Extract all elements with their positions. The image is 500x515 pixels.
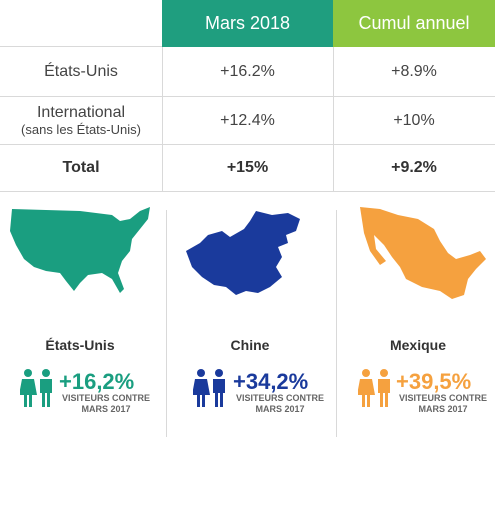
map-mexico bbox=[360, 207, 486, 299]
column-divider bbox=[162, 47, 163, 192]
change-note: VISITEURS CONTRE MARS 2017 bbox=[230, 393, 330, 415]
change-value: +39,5% bbox=[396, 369, 472, 394]
note-line: VISITEURS CONTRE bbox=[235, 393, 324, 403]
country-name: États-Unis bbox=[45, 337, 115, 353]
table-cell: +9.2% bbox=[333, 145, 495, 192]
country-name: Mexique bbox=[389, 337, 446, 353]
change-note: VISITEURS CONTRE MARS 2017 bbox=[393, 393, 493, 415]
change-value: +34,2% bbox=[233, 369, 309, 394]
corner-cell bbox=[0, 0, 162, 47]
people-icon bbox=[193, 369, 225, 407]
infographic: {"table": { "header": ["Mars 2018", "Cum… bbox=[0, 0, 495, 437]
page: Visiteurs html, body { margin: 0; paddin… bbox=[0, 0, 495, 437]
country-name: Chine bbox=[230, 337, 270, 353]
table-cell: +16.2% bbox=[162, 47, 333, 97]
row-label: Total bbox=[0, 145, 162, 192]
note-line: VISITEURS CONTRE bbox=[61, 393, 150, 403]
table-cell: +12.4% bbox=[162, 97, 333, 145]
map-china bbox=[186, 211, 300, 295]
table-cell: +15% bbox=[162, 145, 333, 192]
note-line: MARS 2017 bbox=[255, 404, 305, 414]
people-icon bbox=[20, 369, 52, 407]
header-cell: Cumul annuel bbox=[333, 0, 495, 47]
row-label-main: International bbox=[36, 104, 126, 121]
panel-divider bbox=[166, 210, 167, 437]
column-divider bbox=[333, 47, 334, 192]
note-line: MARS 2017 bbox=[418, 404, 468, 414]
header-cell: Mars 2018 bbox=[162, 0, 333, 47]
table-cell: +10% bbox=[333, 97, 495, 145]
change-value: +16,2% bbox=[59, 369, 135, 394]
table-cell: +8.9% bbox=[333, 47, 495, 97]
row-label: États-Unis bbox=[0, 47, 162, 97]
row-label: International (sans les États-Unis) bbox=[0, 97, 162, 145]
panel-divider bbox=[336, 210, 337, 437]
note-line: VISITEURS CONTRE bbox=[398, 393, 487, 403]
maps bbox=[10, 207, 486, 299]
change-note: VISITEURS CONTRE MARS 2017 bbox=[56, 393, 156, 415]
note-line: MARS 2017 bbox=[81, 404, 131, 414]
map-usa bbox=[10, 207, 150, 293]
row-label-sub: (sans les États-Unis) bbox=[21, 122, 141, 137]
people-icon bbox=[358, 369, 390, 407]
